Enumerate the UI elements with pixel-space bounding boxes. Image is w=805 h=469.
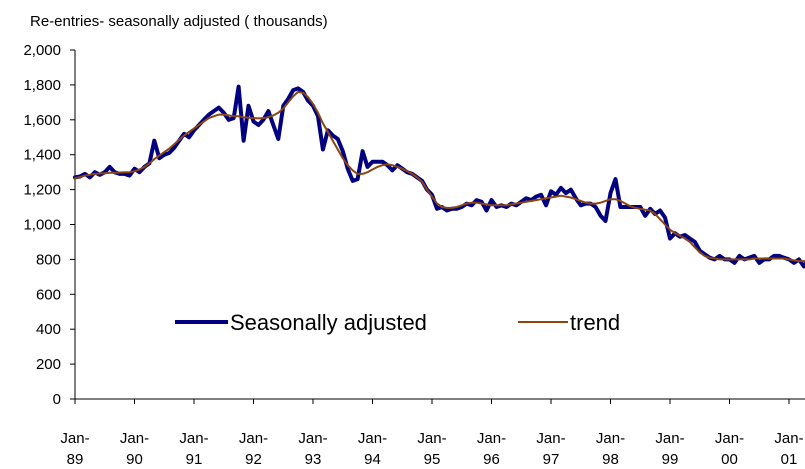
y-tick-label: 1,800 bbox=[23, 77, 61, 94]
x-tick-label: Jan- bbox=[715, 430, 744, 447]
y-tick-label: 1,000 bbox=[23, 217, 61, 234]
x-tick-label: 01 bbox=[781, 451, 798, 468]
x-tick-label: Jan- bbox=[60, 430, 89, 447]
y-tick-label: 0 bbox=[53, 391, 61, 408]
y-tick-label: 400 bbox=[36, 321, 61, 338]
x-tick-label: 00 bbox=[721, 451, 738, 468]
x-tick-label: Jan- bbox=[239, 430, 268, 447]
x-tick-label: 90 bbox=[126, 451, 143, 468]
x-tick-label: Jan- bbox=[298, 430, 327, 447]
y-tick-label: 2,000 bbox=[23, 42, 61, 59]
legend-label: trend bbox=[570, 310, 620, 335]
x-tick-label: 93 bbox=[305, 451, 322, 468]
x-tick-label: 99 bbox=[662, 451, 679, 468]
x-tick-label: 89 bbox=[67, 451, 84, 468]
y-tick-label: 600 bbox=[36, 286, 61, 303]
x-tick-label: 96 bbox=[483, 451, 500, 468]
series-line-seasonally-adjusted bbox=[73, 84, 805, 269]
x-axis: Jan- 89 Jan- 90 Jan- 91 Jan- 92 Jan- 93 Jan- 94 Jan-… bbox=[60, 398, 805, 468]
x-tick-label: Jan- bbox=[120, 430, 149, 447]
y-tick-label: 1,400 bbox=[23, 147, 61, 164]
x-tick-label: 94 bbox=[364, 451, 381, 468]
y-tick-label: 200 bbox=[36, 356, 61, 373]
series-layer bbox=[73, 84, 805, 269]
x-tick-label: 95 bbox=[424, 451, 441, 468]
x-tick-label: Jan- bbox=[596, 430, 625, 447]
series-line-trend bbox=[74, 90, 805, 263]
y-tick-label: 1,600 bbox=[23, 112, 61, 129]
x-tick-label: 92 bbox=[245, 451, 262, 468]
chart-title: Re-entries- seasonally adjusted ( thousa… bbox=[30, 13, 328, 30]
y-tick-label: 1,200 bbox=[23, 182, 61, 199]
x-tick-label: Jan- bbox=[774, 430, 803, 447]
x-tick-label: Jan- bbox=[477, 430, 506, 447]
x-tick-label: 91 bbox=[186, 451, 203, 468]
legend-label: Seasonally adjusted bbox=[230, 310, 427, 335]
x-tick-label: Jan- bbox=[655, 430, 684, 447]
x-tick-label: Jan- bbox=[417, 430, 446, 447]
x-tick-label: Jan- bbox=[536, 430, 565, 447]
legend: Seasonally adjusted trend bbox=[175, 310, 620, 335]
y-tick-label: 800 bbox=[36, 251, 61, 268]
x-tick-label: Jan- bbox=[358, 430, 387, 447]
x-tick-label: 97 bbox=[543, 451, 560, 468]
y-axis: 0 200 400 600 800 1,000 1,200 1,400 1,600 1,800 2,… bbox=[23, 42, 76, 408]
x-tick-label: 98 bbox=[602, 451, 619, 468]
x-tick-label: Jan- bbox=[179, 430, 208, 447]
